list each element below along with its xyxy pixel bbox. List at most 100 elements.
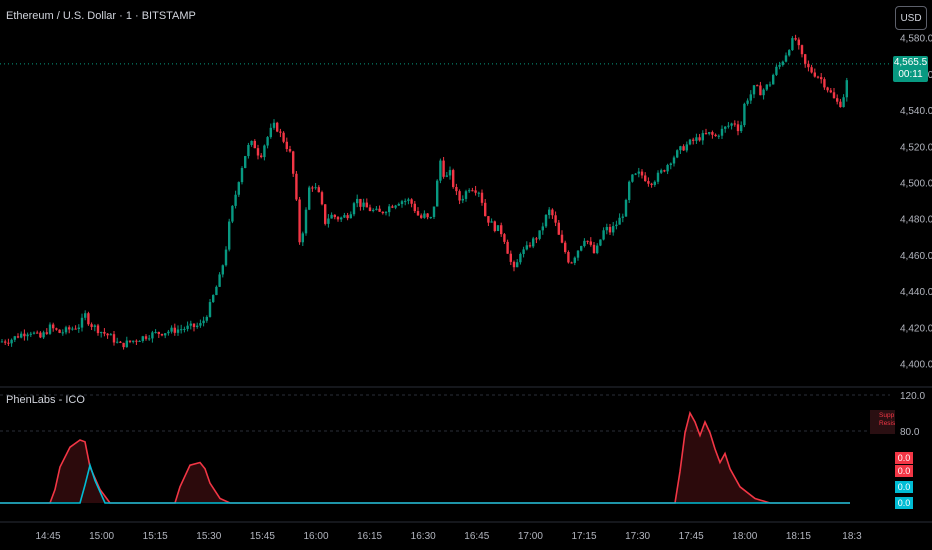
indicator-legend: Supp Resist — [870, 410, 895, 434]
candle-down — [128, 340, 132, 342]
last-price: 4,565.5 — [893, 57, 928, 68]
candle-down — [484, 202, 487, 217]
candle-down — [839, 101, 842, 108]
y-tick-label: 4,520.0 — [900, 142, 932, 153]
candle-up — [615, 224, 618, 227]
candle-up — [653, 181, 656, 185]
candle-down — [192, 323, 196, 328]
y-tick-label: 4,460.0 — [900, 251, 932, 262]
candle-down — [698, 137, 701, 141]
candle-up — [781, 61, 784, 65]
indicator-title[interactable]: PhenLabs - ICO — [6, 394, 85, 406]
candle-down — [119, 341, 122, 343]
candle-down — [551, 209, 554, 216]
candle-up — [740, 125, 743, 132]
candle-up — [269, 127, 272, 138]
candle-down — [420, 215, 423, 218]
x-tick-label: 18:15 — [786, 531, 811, 542]
candle-up — [20, 333, 23, 338]
candle-up — [656, 172, 660, 182]
candle-down — [39, 332, 42, 338]
candle-up — [234, 194, 237, 206]
candle-up — [266, 137, 269, 146]
candle-down — [112, 334, 116, 343]
candle-up — [749, 94, 752, 101]
candle-up — [42, 332, 45, 338]
candle-up — [708, 132, 711, 134]
candle-up — [768, 84, 772, 86]
candle-up — [522, 249, 525, 254]
candle-up — [720, 128, 724, 136]
candle-up — [516, 262, 519, 268]
candle-down — [836, 98, 839, 102]
x-tick-label: 15:45 — [250, 531, 275, 542]
candle-down — [333, 214, 336, 218]
candle-down — [87, 313, 90, 325]
candle-up — [612, 226, 615, 233]
candle-up — [164, 333, 167, 336]
candle-up — [778, 64, 781, 67]
candle-down — [295, 173, 298, 200]
candle-up — [676, 150, 679, 158]
candle-down — [704, 133, 708, 135]
candle-down — [36, 332, 39, 334]
candle-up — [240, 168, 244, 183]
candle-up — [250, 140, 253, 145]
candle-down — [711, 132, 714, 135]
x-tick-label: 17:00 — [518, 531, 543, 542]
candle-down — [535, 238, 538, 240]
candle-up — [199, 323, 202, 326]
candle-down — [554, 215, 557, 223]
x-tick-label: 15:15 — [143, 531, 168, 542]
candle-down — [426, 213, 429, 218]
candle-down — [500, 225, 503, 235]
candle-down — [55, 328, 58, 330]
candle-up — [660, 170, 663, 173]
x-tick-label: 17:45 — [679, 531, 704, 542]
candle-up — [637, 171, 640, 174]
candle-up — [237, 182, 240, 195]
candle-up — [685, 144, 688, 151]
legend-support: Supp — [879, 412, 895, 419]
candle-up — [541, 226, 544, 231]
candle-down — [800, 45, 804, 55]
candle-up — [327, 218, 330, 224]
currency-button[interactable]: USD — [895, 6, 927, 30]
candle-down — [442, 160, 445, 177]
candle-down — [557, 222, 560, 235]
x-tick-label: 17:30 — [625, 531, 650, 542]
candle-down — [567, 252, 570, 263]
candle-up — [32, 332, 36, 334]
candle-up — [141, 336, 144, 341]
candle-up — [772, 74, 775, 85]
candle-down — [692, 139, 695, 141]
indicator-line-cyan — [0, 462, 850, 504]
y-tick-label: 4,420.0 — [900, 323, 932, 334]
candle-down — [797, 39, 800, 46]
candle-up — [10, 339, 13, 344]
candle-up — [436, 180, 439, 207]
candle-down — [253, 140, 256, 149]
candle-up — [765, 84, 768, 90]
candle-up — [583, 240, 586, 247]
y-tick-label: 4,500.0 — [900, 178, 932, 189]
candle-up — [439, 160, 442, 181]
indicator-value-2: 0.0 — [895, 465, 913, 477]
candle-down — [74, 328, 77, 330]
candle-up — [84, 313, 87, 318]
candle-up — [784, 55, 788, 62]
candle-up — [429, 216, 432, 218]
candle-up — [602, 230, 605, 240]
candle-up — [202, 320, 205, 324]
candle-down — [135, 340, 138, 342]
indicator-value-4: 0.0 — [895, 497, 913, 509]
candle-down — [592, 244, 596, 254]
chart-title: Ethereum / U.S. Dollar · 1 · BITSTAMP — [6, 10, 196, 22]
candle-up — [727, 125, 730, 127]
candle-up — [183, 328, 186, 330]
candle-down — [813, 72, 816, 77]
candle-down — [503, 234, 506, 242]
candle-up — [349, 214, 352, 219]
candle-down — [644, 175, 647, 182]
